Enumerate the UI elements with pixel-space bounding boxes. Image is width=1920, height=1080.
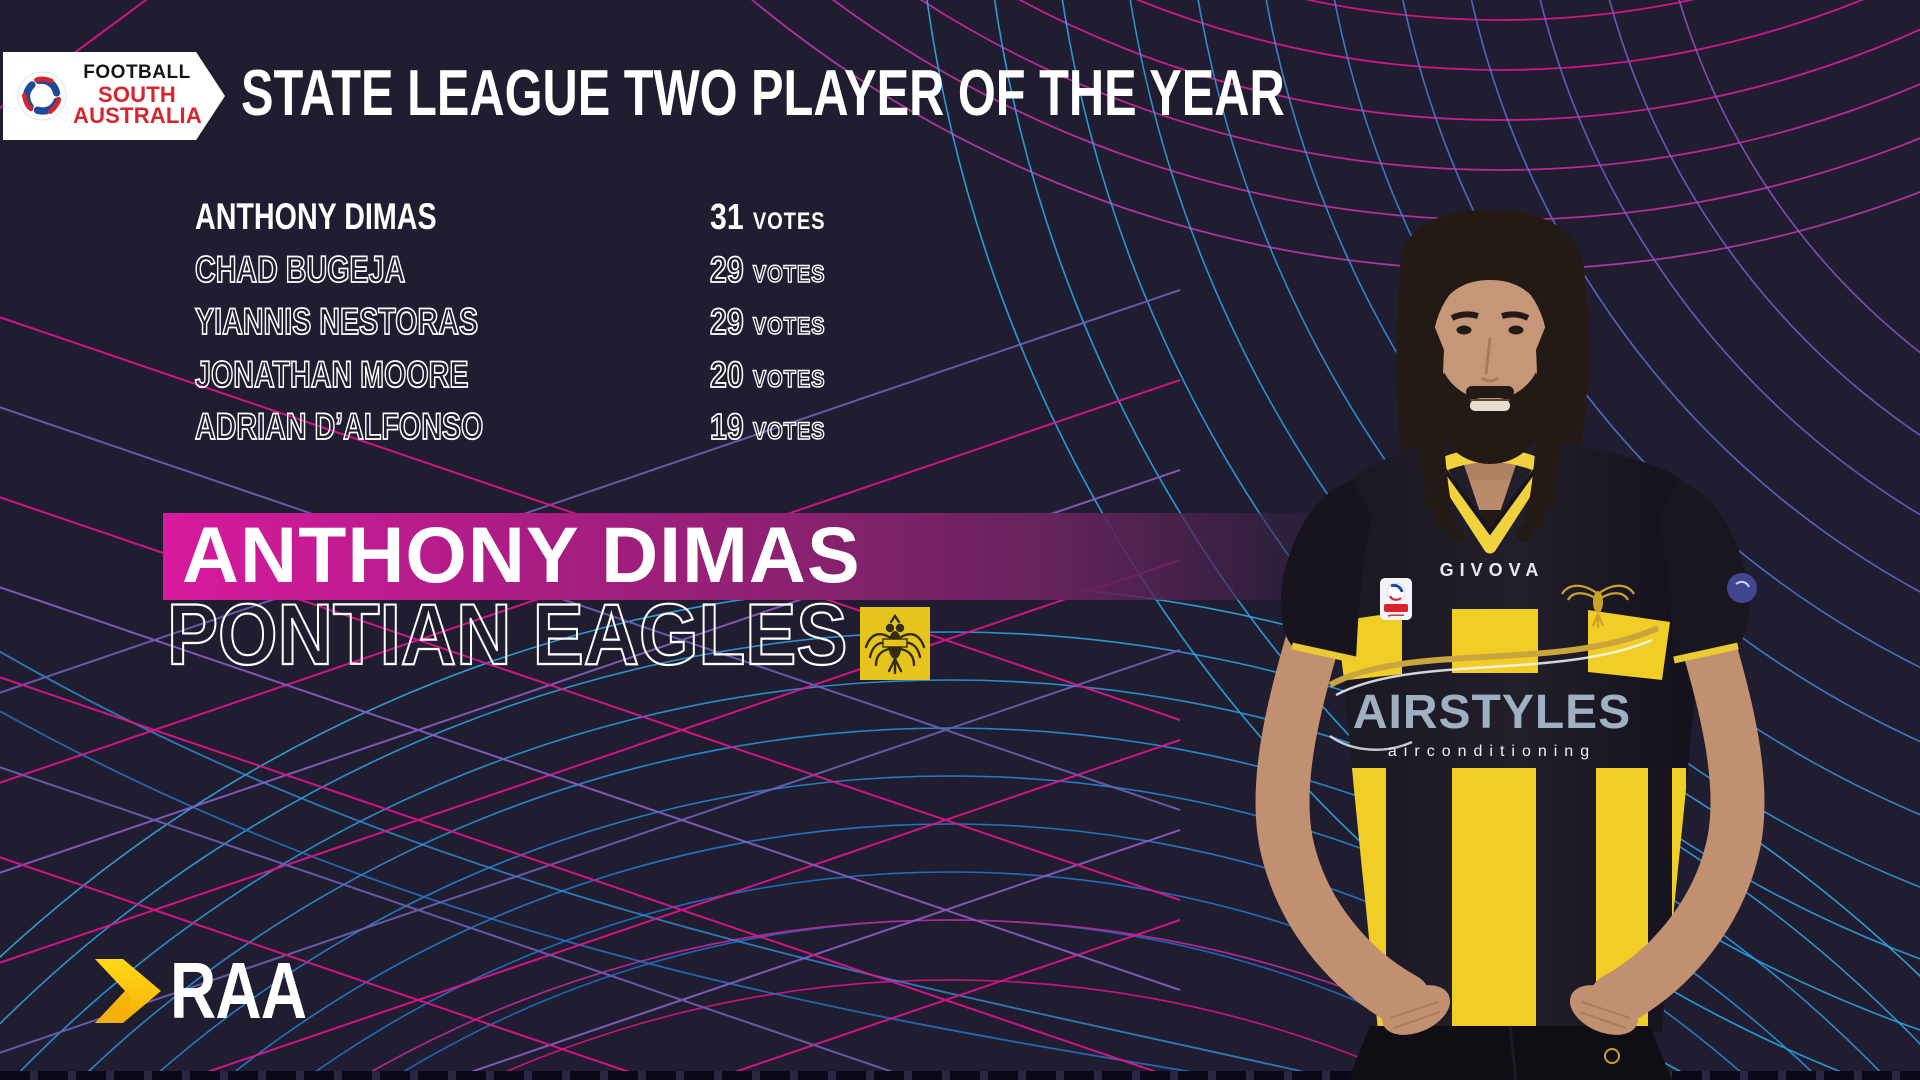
player-name: CHAD BUGEJA bbox=[194, 248, 406, 290]
standings-row: YIANNIS NESTORAS 29 VOTES bbox=[194, 301, 915, 355]
page-title: STATE LEAGUE TWO PLAYER OF THE YEAR bbox=[241, 56, 1285, 129]
player-name: JONATHAN MOORE bbox=[194, 353, 469, 395]
winner-club-name: PONTIAN EAGLES bbox=[166, 587, 848, 683]
sleeve-patch-icon bbox=[1727, 573, 1757, 603]
federation-name: FOOTBALL SOUTH AUSTRALIA bbox=[73, 62, 202, 128]
jersey-sponsor-subtext: airconditioning bbox=[1388, 743, 1596, 760]
standings-row: ANTHONY DIMAS 31 VOTES bbox=[195, 197, 915, 250]
org-line3: AUSTRALIA bbox=[73, 103, 202, 128]
org-line1: FOOTBALL bbox=[83, 62, 191, 83]
player-name: ANTHONY DIMAS bbox=[195, 196, 437, 237]
vote-count: 29 VOTES bbox=[709, 248, 826, 290]
jersey-federation-badge-icon bbox=[1380, 578, 1412, 620]
jersey-brand-text: GIVOVA bbox=[1440, 560, 1545, 580]
pontian-eagles-crest-icon bbox=[860, 607, 930, 680]
football-south-australia-logo-icon bbox=[17, 71, 67, 121]
vote-count: 19 VOTES bbox=[709, 406, 826, 448]
vote-count: 20 VOTES bbox=[709, 353, 826, 395]
winner-club: PONTIAN EAGLES bbox=[166, 587, 932, 683]
player-photo: GIVOVA AIRSTYLES airconditioning bbox=[1255, 210, 1765, 1080]
jersey-sponsor-text: AIRSTYLES bbox=[1353, 686, 1631, 739]
raa-logo: RAA bbox=[95, 946, 340, 1035]
standings-row: CHAD BUGEJA 29 VOTES bbox=[194, 248, 915, 303]
player-name: ADRIAN D’ALFONSO bbox=[194, 406, 484, 448]
vote-count: 31 VOTES bbox=[710, 196, 826, 237]
vote-standings-list: ANTHONY DIMAS 31 VOTES CHAD BUGEJA 29 VOTE… bbox=[194, 197, 915, 460]
standings-row: JONATHAN MOORE 20 VOTES bbox=[194, 353, 915, 408]
org-line2: SOUTH bbox=[98, 82, 176, 107]
standings-row: ADRIAN D’ALFONSO 19 VOTES bbox=[194, 406, 915, 460]
raa-chevron-icon bbox=[95, 959, 161, 1023]
raa-logo-text: RAA bbox=[170, 946, 307, 1035]
vote-count: 29 VOTES bbox=[709, 301, 826, 343]
player-name: YIANNIS NESTORAS bbox=[194, 301, 479, 343]
federation-badge: FOOTBALL SOUTH AUSTRALIA bbox=[3, 52, 225, 140]
